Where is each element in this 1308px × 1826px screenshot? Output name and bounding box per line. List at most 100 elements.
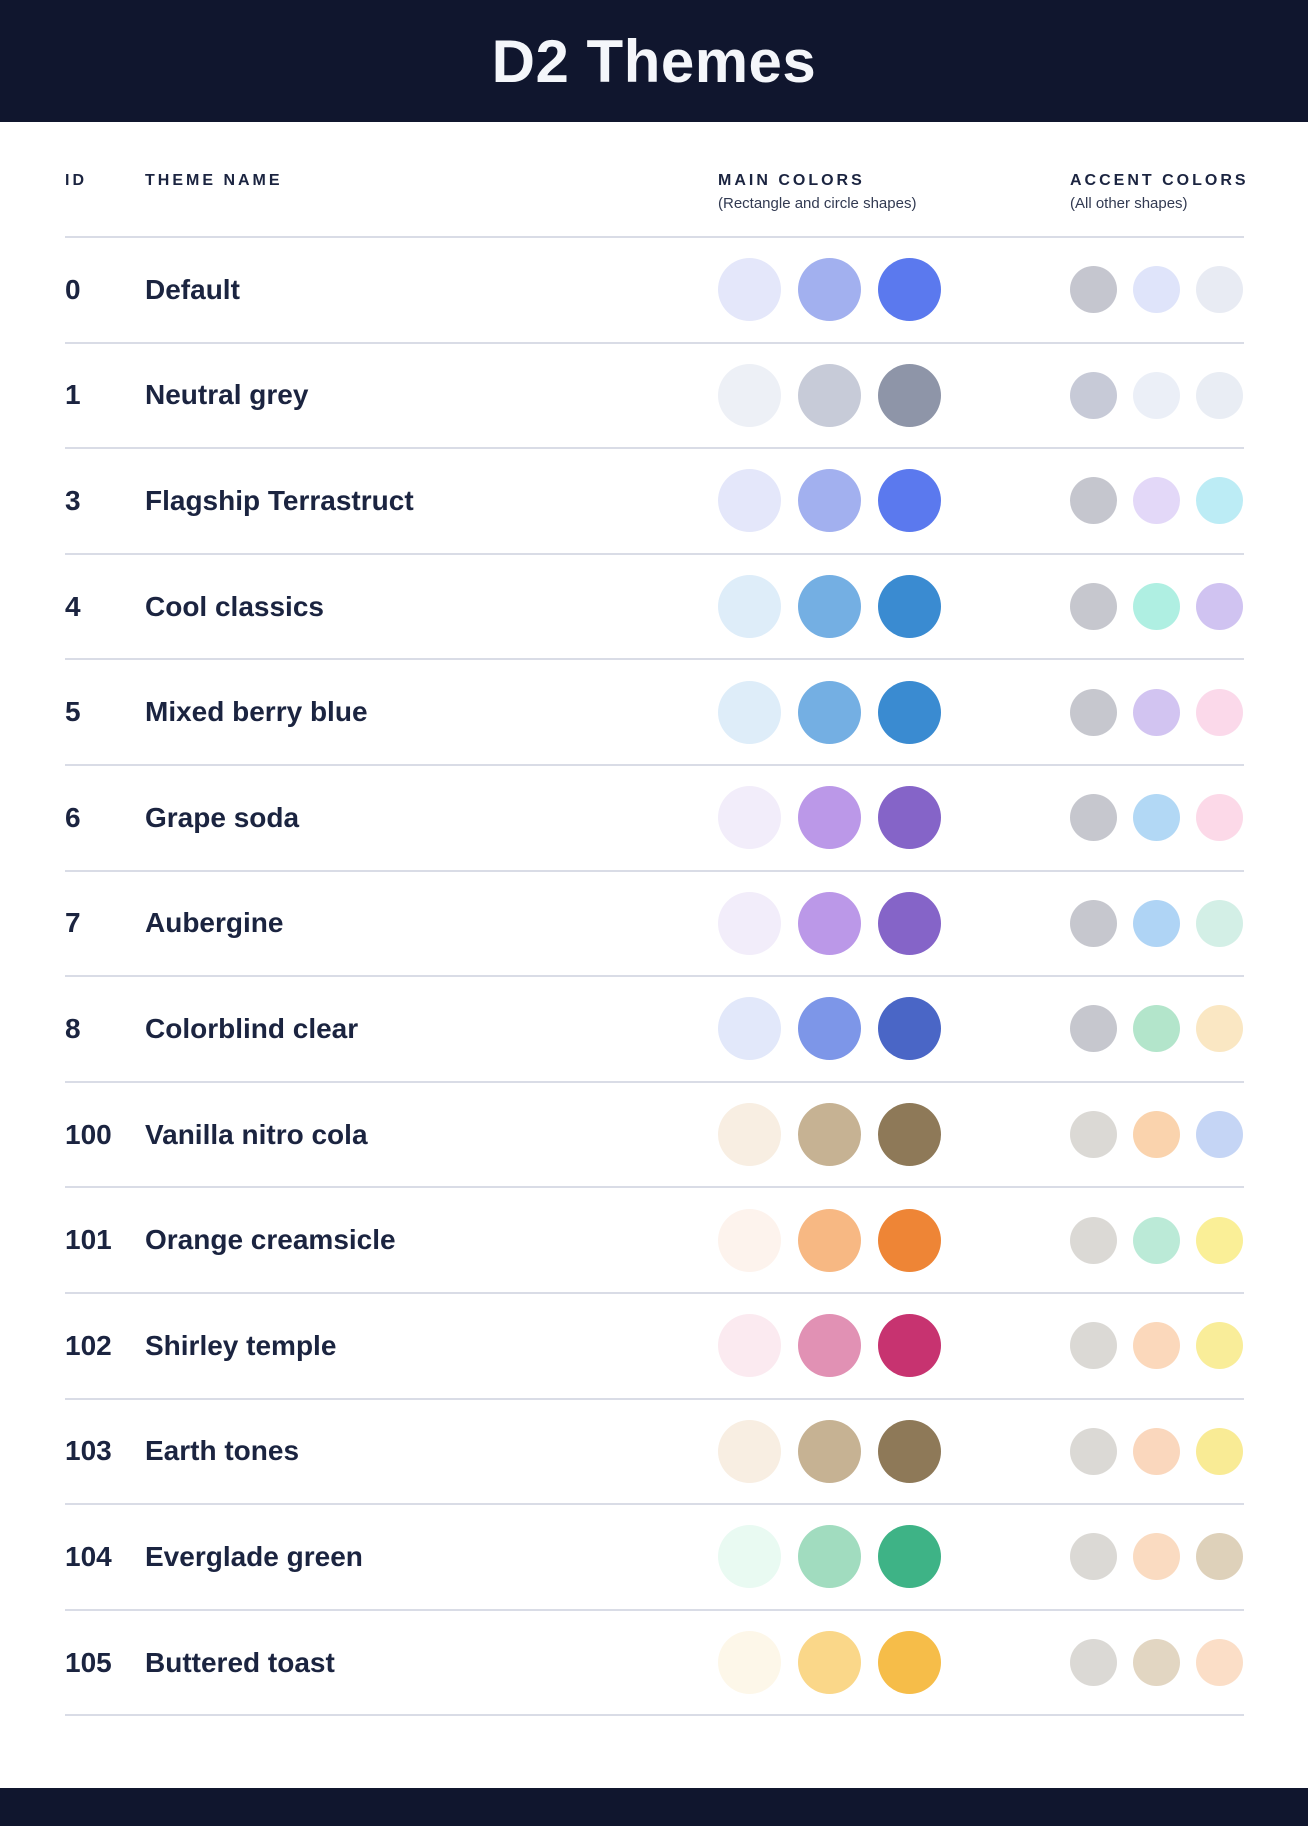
theme-row: 104 Everglade green xyxy=(65,1505,1244,1611)
accent-color-swatches xyxy=(1070,1005,1244,1053)
accent-color-swatches xyxy=(1070,583,1244,631)
column-header-id: ID xyxy=(65,172,145,190)
theme-name: Cool classics xyxy=(145,590,324,622)
accent-color-swatches xyxy=(1070,266,1244,314)
theme-name: Buttered toast xyxy=(145,1646,335,1678)
main-color-swatches xyxy=(718,1525,1070,1589)
main-color-swatch-2 xyxy=(798,786,861,850)
theme-id: 6 xyxy=(65,801,81,833)
theme-id: 105 xyxy=(65,1646,112,1678)
accent-color-swatch-1 xyxy=(1070,899,1117,947)
theme-id: 3 xyxy=(65,484,81,516)
theme-row: 101 Orange creamsicle xyxy=(65,1188,1244,1294)
main-color-swatch-1 xyxy=(718,680,781,744)
theme-id: 4 xyxy=(65,590,81,622)
accent-color-swatch-2 xyxy=(1133,688,1180,736)
main-color-swatch-2 xyxy=(798,1525,861,1589)
theme-name: Earth tones xyxy=(145,1435,300,1467)
accent-color-swatch-1 xyxy=(1070,688,1117,736)
name-column-label: THEME NAME xyxy=(145,172,283,189)
accent-color-swatch-2 xyxy=(1133,1322,1180,1370)
theme-name: Orange creamsicle xyxy=(145,1224,396,1256)
accent-color-swatch-3 xyxy=(1196,1322,1243,1370)
theme-name: Colorblind clear xyxy=(145,1012,359,1044)
accent-color-swatches xyxy=(1070,1111,1244,1159)
accent-color-swatch-1 xyxy=(1070,1533,1117,1581)
main-color-swatch-3 xyxy=(878,786,941,850)
main-color-swatches xyxy=(718,1208,1070,1272)
accent-colors-sublabel: (All other shapes) xyxy=(1070,195,1188,212)
main-color-swatch-2 xyxy=(798,891,861,955)
table-header-row: ID THEME NAME MAIN COLORS (Rectangle and… xyxy=(65,122,1246,238)
accent-color-swatch-1 xyxy=(1070,1427,1117,1475)
theme-row: 100 Vanilla nitro cola xyxy=(65,1083,1244,1189)
main-color-swatch-1 xyxy=(718,258,781,322)
theme-name: Aubergine xyxy=(145,907,284,939)
accent-color-swatch-3 xyxy=(1196,371,1243,419)
main-color-swatch-2 xyxy=(798,575,861,639)
accent-color-swatch-2 xyxy=(1133,1216,1180,1264)
main-color-swatch-3 xyxy=(878,1631,941,1695)
theme-id: 102 xyxy=(65,1329,112,1361)
theme-id: 1 xyxy=(65,379,81,411)
main-color-swatches xyxy=(718,258,1070,322)
theme-name: Everglade green xyxy=(145,1540,363,1572)
main-color-swatches xyxy=(718,891,1070,955)
accent-color-swatch-1 xyxy=(1070,1216,1117,1264)
main-color-swatches xyxy=(718,1314,1070,1378)
main-color-swatch-2 xyxy=(798,363,861,427)
main-color-swatches xyxy=(718,997,1070,1061)
main-color-swatch-3 xyxy=(878,575,941,639)
main-color-swatch-2 xyxy=(798,1631,861,1695)
main-color-swatch-1 xyxy=(718,786,781,850)
main-color-swatch-3 xyxy=(878,891,941,955)
main-color-swatches xyxy=(718,469,1070,533)
main-color-swatch-3 xyxy=(878,258,941,322)
theme-row: 7 Aubergine xyxy=(65,872,1244,978)
accent-color-swatch-1 xyxy=(1070,1005,1117,1053)
main-color-swatch-1 xyxy=(718,1208,781,1272)
theme-row: 102 Shirley temple xyxy=(65,1294,1244,1400)
theme-id: 7 xyxy=(65,907,81,939)
main-color-swatches xyxy=(718,786,1070,850)
main-color-swatch-3 xyxy=(878,997,941,1061)
theme-row: 0 Default xyxy=(65,238,1244,344)
main-color-swatches xyxy=(718,1631,1070,1695)
accent-color-swatch-2 xyxy=(1133,899,1180,947)
main-color-swatch-2 xyxy=(798,1314,861,1378)
main-color-swatch-3 xyxy=(878,1419,941,1483)
accent-color-swatch-2 xyxy=(1133,266,1180,314)
accent-color-swatches xyxy=(1070,1427,1244,1475)
theme-id: 5 xyxy=(65,696,81,728)
main-color-swatch-2 xyxy=(798,1103,861,1167)
main-color-swatch-1 xyxy=(718,1314,781,1378)
accent-color-swatch-2 xyxy=(1133,1639,1180,1687)
main-color-swatch-2 xyxy=(798,1208,861,1272)
accent-color-swatches xyxy=(1070,1533,1244,1581)
theme-row: 6 Grape soda xyxy=(65,766,1244,872)
main-color-swatch-1 xyxy=(718,997,781,1061)
accent-color-swatch-1 xyxy=(1070,1322,1117,1370)
id-column-label: ID xyxy=(65,172,87,189)
page-title: D2 Themes xyxy=(491,27,817,95)
theme-name: Flagship Terrastruct xyxy=(145,484,414,516)
accent-color-swatch-1 xyxy=(1070,794,1117,842)
table-body: 0 Default 1 Neutral grey xyxy=(65,238,1244,1717)
theme-name: Default xyxy=(145,273,240,305)
accent-color-swatch-3 xyxy=(1196,688,1243,736)
accent-color-swatch-3 xyxy=(1196,899,1243,947)
accent-color-swatch-1 xyxy=(1070,1639,1117,1687)
main-color-swatches xyxy=(718,680,1070,744)
main-color-swatch-2 xyxy=(798,469,861,533)
accent-color-swatch-3 xyxy=(1196,1639,1243,1687)
page-header: D2 Themes xyxy=(0,0,1308,122)
theme-row: 105 Buttered toast xyxy=(65,1611,1244,1717)
accent-color-swatch-3 xyxy=(1196,794,1243,842)
accent-color-swatch-2 xyxy=(1133,1427,1180,1475)
accent-color-swatch-2 xyxy=(1133,1111,1180,1159)
main-color-swatch-3 xyxy=(878,1525,941,1589)
accent-color-swatches xyxy=(1070,1639,1244,1687)
theme-row: 4 Cool classics xyxy=(65,555,1244,661)
accent-color-swatch-2 xyxy=(1133,477,1180,525)
